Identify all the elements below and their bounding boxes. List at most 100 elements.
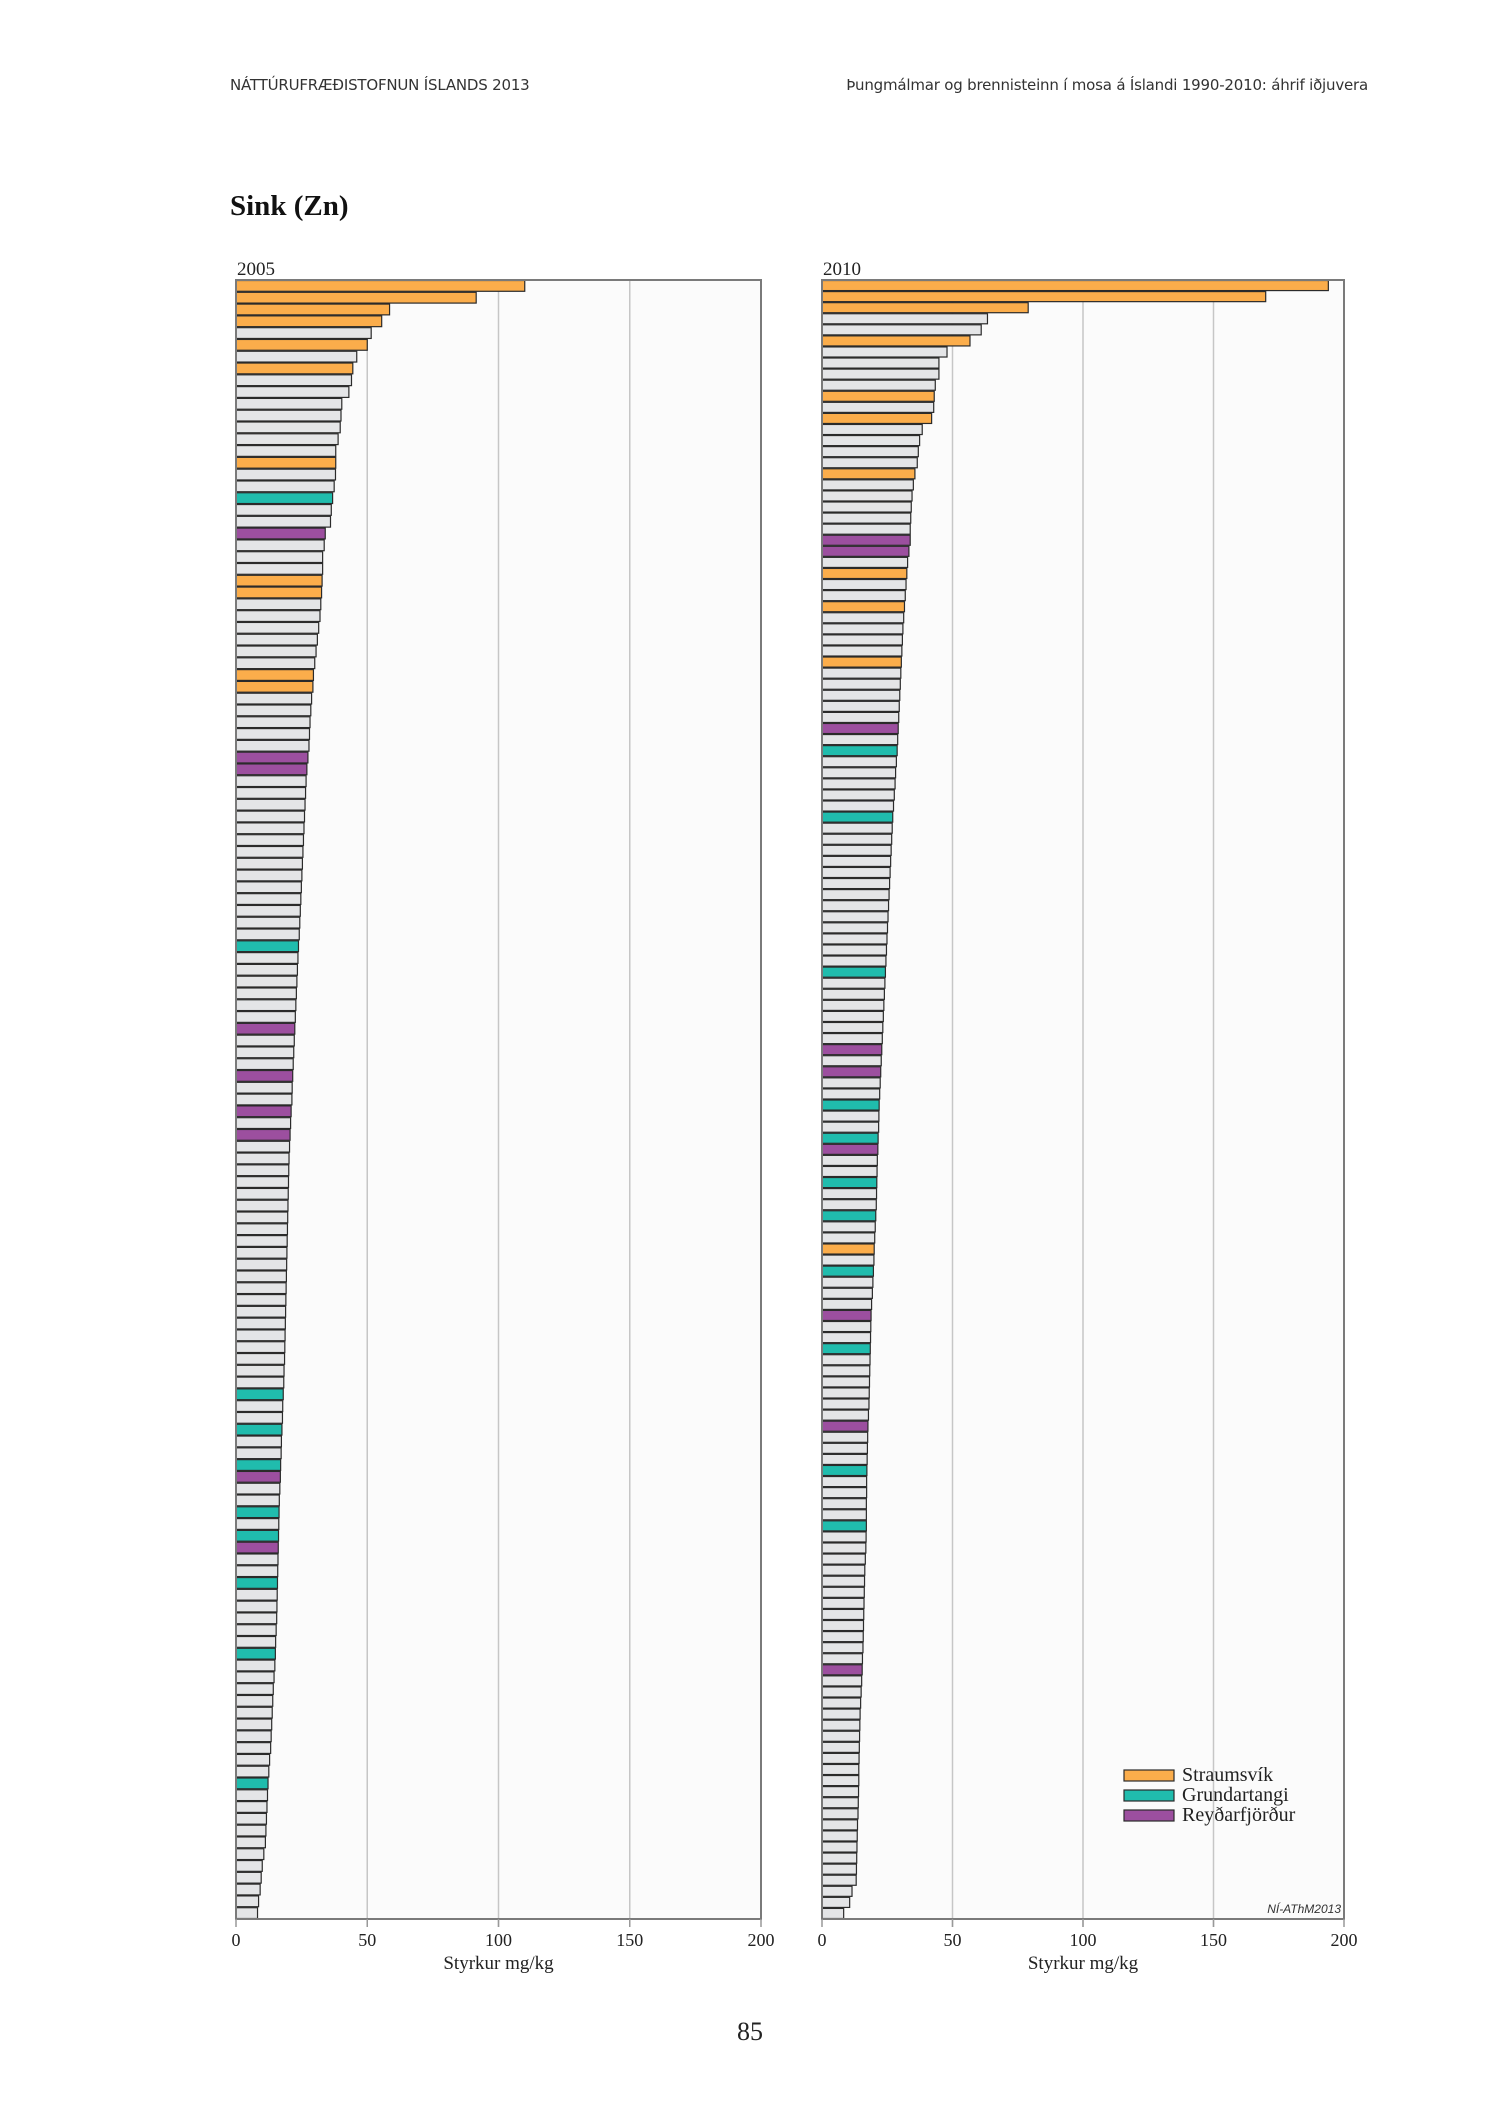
bar xyxy=(821,1287,873,1299)
bar xyxy=(821,1564,866,1576)
bar xyxy=(821,833,893,845)
page-number: 85 xyxy=(737,2017,763,2046)
x-axis-title: Styrkur mg/kg xyxy=(1028,1953,1139,1974)
bar xyxy=(821,1044,883,1056)
bar xyxy=(821,379,936,391)
bar xyxy=(821,1874,857,1886)
bar xyxy=(821,811,894,823)
bar xyxy=(821,1542,867,1554)
bar xyxy=(821,733,899,746)
bar xyxy=(821,1431,869,1443)
legend-swatch-0 xyxy=(1123,1769,1175,1782)
x-tick-label: 0 xyxy=(232,1930,241,1950)
bar xyxy=(821,346,948,358)
bar xyxy=(821,1907,845,1920)
bar xyxy=(821,279,1329,292)
bar xyxy=(821,412,933,425)
bar xyxy=(821,1719,861,1731)
bar xyxy=(821,944,888,956)
bar xyxy=(821,1365,871,1377)
bar xyxy=(821,1420,869,1432)
bar xyxy=(821,1320,872,1333)
x-tick-label: 150 xyxy=(616,1930,643,1950)
bar xyxy=(821,468,916,480)
bar xyxy=(821,933,888,945)
bar xyxy=(821,1608,865,1621)
bar xyxy=(821,1143,879,1155)
bar xyxy=(821,1110,880,1122)
chart-year-label: 2005 xyxy=(237,259,275,280)
bar xyxy=(821,1830,858,1842)
bar xyxy=(821,844,892,856)
bar xyxy=(821,479,914,491)
bar xyxy=(821,1165,878,1178)
bar xyxy=(821,1863,858,1875)
bar xyxy=(821,1630,864,1643)
bar xyxy=(821,545,910,557)
bar xyxy=(821,1786,860,1798)
legend-swatch-1 xyxy=(1123,1789,1175,1802)
bar xyxy=(821,1298,873,1311)
bar xyxy=(821,335,971,347)
bar xyxy=(821,1653,864,1665)
bar xyxy=(821,966,887,978)
bar xyxy=(821,446,919,458)
bar xyxy=(821,1032,883,1045)
bar xyxy=(821,1232,876,1244)
bar xyxy=(821,1265,875,1277)
bar xyxy=(821,1741,860,1753)
bar xyxy=(821,700,900,712)
bar xyxy=(821,667,902,679)
bar xyxy=(821,1852,858,1864)
bar xyxy=(821,302,1029,314)
bar xyxy=(821,1619,865,1632)
bar xyxy=(821,1808,859,1820)
bar xyxy=(821,1642,864,1654)
bar xyxy=(821,1309,872,1322)
x-tick-label: 150 xyxy=(1200,1930,1227,1950)
bar xyxy=(821,1243,875,1255)
chart-year-label: 2010 xyxy=(823,259,861,280)
bar xyxy=(821,512,912,524)
bar xyxy=(821,368,940,380)
credit-annotation: NÍ-AThM2013 xyxy=(1267,1901,1341,1916)
bar xyxy=(821,1498,867,1510)
bar xyxy=(821,1066,882,1078)
bar xyxy=(821,490,913,502)
bar xyxy=(821,1475,868,1488)
chart-2010: 2010 0 50 100 150 200 Styrkur mg/kg StraumsvíkG… xyxy=(818,259,1358,1974)
bar xyxy=(821,900,890,912)
bar xyxy=(821,1121,880,1133)
bar xyxy=(821,1752,860,1765)
bar xyxy=(821,1132,879,1144)
bar xyxy=(821,911,889,923)
x-tick-label: 100 xyxy=(1070,1930,1097,1950)
chart-2005: 2005 0 50 100 150 200 Styrkur mg/kg xyxy=(232,259,775,1974)
bar xyxy=(821,434,921,447)
bar xyxy=(821,1531,867,1543)
bar xyxy=(821,1464,868,1477)
bar xyxy=(821,767,897,779)
x-tick-label: 200 xyxy=(748,1930,775,1950)
bar xyxy=(821,1187,878,1200)
bar xyxy=(821,612,905,624)
bar xyxy=(821,457,918,469)
bar xyxy=(821,1896,851,1909)
bar xyxy=(821,1221,876,1233)
bar xyxy=(821,1487,868,1499)
bar xyxy=(821,800,895,812)
bar xyxy=(821,1387,870,1399)
bar xyxy=(821,634,903,646)
bar xyxy=(821,888,890,901)
bar xyxy=(821,1841,858,1853)
bar xyxy=(821,623,904,635)
bar xyxy=(821,1664,863,1676)
bar xyxy=(821,1154,878,1167)
bar xyxy=(821,955,887,967)
bar xyxy=(821,1553,866,1565)
bar xyxy=(821,1586,865,1598)
bar xyxy=(821,1343,871,1355)
bar xyxy=(821,1376,871,1388)
bar xyxy=(821,1819,859,1831)
bar xyxy=(821,745,898,757)
